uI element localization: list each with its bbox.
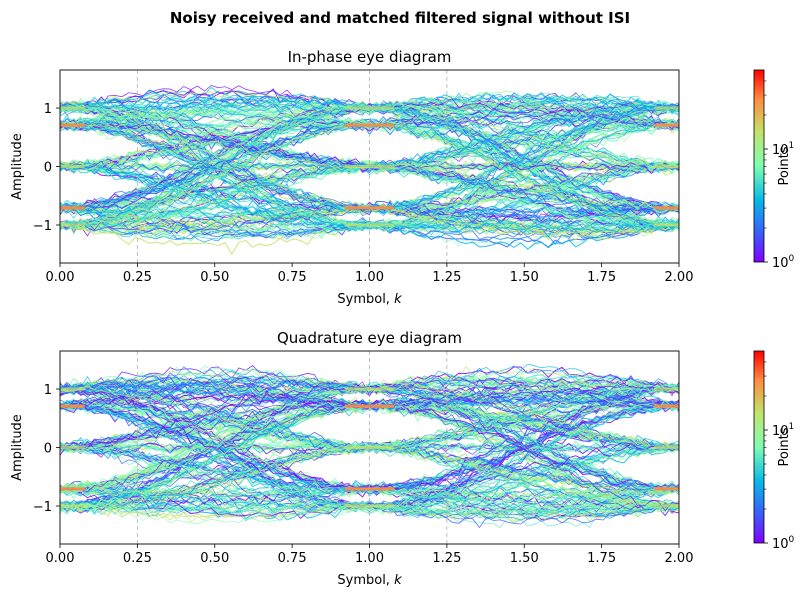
figure-suptitle: Noisy received and matched filtered sign…: [170, 9, 630, 27]
colorbar-tick-label: 100: [772, 254, 795, 271]
quadrature-title: Quadrature eye diagram: [277, 329, 462, 347]
y-tick-label: −1: [33, 500, 52, 515]
density-peak: [344, 206, 395, 210]
density-peak: [60, 404, 85, 408]
density-peak: [344, 404, 395, 408]
x-tick-label: 0.00: [46, 551, 75, 566]
quadrature-colorbar-gradient: [753, 350, 765, 544]
x-tick-label: 1.25: [432, 551, 461, 566]
density-peak: [344, 487, 395, 491]
quadrature-ticks: 0.00 0.25 0.50 0.75 1.00 1.25 1.50 1.75 2.00 −1 0 1: [33, 383, 694, 566]
density-peak: [344, 445, 395, 450]
in-phase-ticks: 0.00 0.25 0.50 0.75 1.00 1.25 1.50 1.75 2.00 −1 0 1: [33, 102, 694, 285]
density-peak: [60, 387, 85, 391]
in-phase-title: In-phase eye diagram: [288, 48, 452, 66]
in-phase-colorbar-label: Points: [777, 146, 792, 185]
in-phase-panel: In-phase eye diagram 0.00 0.25 0.50 0.75 1.0…: [10, 48, 795, 307]
y-tick-label: 1: [44, 383, 52, 398]
eye-trace: [60, 378, 679, 493]
density-peak: [654, 223, 679, 227]
density-peak: [654, 445, 679, 450]
eye-trace: [60, 103, 679, 230]
density-peak: [654, 487, 679, 491]
eye-trace: [60, 206, 679, 240]
density-peak: [654, 504, 679, 508]
x-tick-label: 1.75: [587, 551, 616, 566]
x-tick-label: 0.25: [123, 551, 152, 566]
density-peak: [60, 445, 85, 450]
density-peak: [654, 164, 679, 169]
x-tick-label: 0.50: [200, 270, 229, 285]
density-peak: [60, 106, 85, 110]
x-tick-label: 0.75: [278, 270, 307, 285]
y-tick-label: −1: [33, 219, 52, 234]
density-peak: [60, 164, 85, 169]
quadrature-eye-plot: [60, 351, 679, 544]
x-tick-label: 1.00: [355, 270, 384, 285]
eye-trace: [60, 401, 679, 520]
y-tick-label: 0: [44, 161, 52, 176]
x-tick-label: 1.50: [510, 551, 539, 566]
colorbar-tick-label: 100: [772, 535, 795, 552]
quadrature-ylabel: Amplitude: [10, 414, 25, 481]
x-tick-label: 1.75: [587, 270, 616, 285]
in-phase-xlabel: Symbol, k: [337, 292, 402, 307]
x-tick-label: 2.00: [665, 551, 694, 566]
x-tick-label: 1.25: [432, 270, 461, 285]
x-tick-label: 1.50: [510, 270, 539, 285]
density-peak: [654, 123, 679, 127]
in-phase-eye-plot: [60, 70, 679, 263]
x-tick-label: 0.25: [123, 270, 152, 285]
eye-trace: [60, 159, 679, 230]
eye-trace: [60, 381, 679, 517]
x-tick-label: 0.75: [278, 551, 307, 566]
eye-trace: [60, 385, 679, 497]
quadrature-xlabel: Symbol, k: [337, 573, 402, 588]
in-phase-colorbar-gradient: [753, 69, 765, 263]
eye-trace: [60, 100, 679, 231]
density-peak: [344, 164, 395, 169]
quadrature-panel: Quadrature eye diagram 0.00 0.25 0.50 0.75 1…: [10, 329, 795, 588]
density-peak: [60, 487, 85, 491]
x-tick-label: 0.00: [46, 270, 75, 285]
x-tick-label: 2.00: [665, 270, 694, 285]
density-peak: [344, 123, 395, 127]
eye-trace: [60, 503, 679, 523]
in-phase-ylabel: Amplitude: [10, 133, 25, 200]
density-peak: [654, 106, 679, 110]
density-peak: [60, 223, 85, 227]
x-tick-label: 0.50: [200, 551, 229, 566]
density-peak: [60, 206, 85, 210]
density-peak: [60, 123, 85, 127]
density-peak: [654, 404, 679, 408]
x-tick-label: 1.00: [355, 551, 384, 566]
eye-trace: [60, 107, 679, 235]
density-peak: [654, 206, 679, 210]
density-peak: [654, 387, 679, 391]
quadrature-colorbar-label: Points: [777, 427, 792, 466]
y-tick-label: 1: [44, 102, 52, 117]
y-tick-label: 0: [44, 442, 52, 457]
density-peak: [60, 504, 85, 508]
